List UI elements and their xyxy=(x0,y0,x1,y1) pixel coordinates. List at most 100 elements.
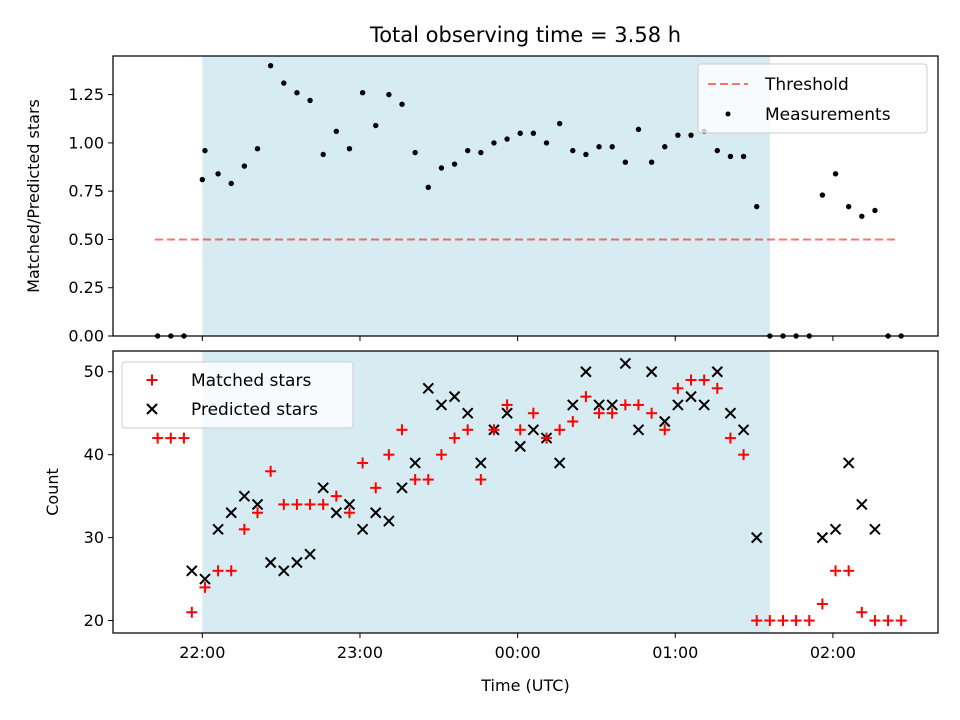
matched-star-point xyxy=(882,615,894,627)
matched-star-point xyxy=(278,498,290,510)
measurement-point xyxy=(241,163,248,169)
measurement-point xyxy=(543,140,550,146)
top-panel-legend: Threshold Measurements xyxy=(697,63,928,134)
predicted-star-point xyxy=(632,424,645,436)
top-y-tick-label: 0.75 xyxy=(68,182,104,201)
predicted-star-point xyxy=(869,523,881,536)
matched-star-point xyxy=(165,432,177,444)
measurement-point xyxy=(832,171,839,177)
measurement-point xyxy=(228,180,234,187)
matched-star-point xyxy=(422,474,434,486)
bottom-panel-frame xyxy=(112,350,939,634)
matched-star-point xyxy=(186,606,198,618)
measurement-point xyxy=(333,128,340,135)
predicted-star-point xyxy=(567,399,579,411)
predicted-star-point xyxy=(238,490,251,502)
matched-star-point xyxy=(554,424,566,436)
measurement-point xyxy=(517,130,523,136)
matched-star-point xyxy=(435,449,447,461)
predicted-star-point xyxy=(461,407,474,419)
matched-star-point xyxy=(659,424,671,436)
predicted-star-point xyxy=(212,523,224,536)
predicted-star-point xyxy=(501,407,513,419)
predicted-star-point xyxy=(343,498,356,511)
predicted-star-point xyxy=(291,556,303,569)
matched-star-point xyxy=(593,407,605,419)
matched-star-point xyxy=(330,490,342,502)
matched-star-point xyxy=(304,498,316,510)
matched-star-point xyxy=(343,507,355,519)
top-panel-frame xyxy=(112,55,939,337)
predicted-star-point xyxy=(737,424,750,436)
top-panel-observing-window xyxy=(202,56,770,336)
predicted-star-point xyxy=(304,548,316,560)
measurement-point xyxy=(872,207,878,214)
predicted-star-point xyxy=(553,457,566,469)
measurement-point xyxy=(859,213,865,219)
measurement-point xyxy=(359,89,366,96)
measurement-point xyxy=(662,144,668,150)
matched-star-point xyxy=(803,615,815,627)
predicted-star-point xyxy=(448,390,461,403)
measurement-point xyxy=(307,97,313,104)
matched-star-point xyxy=(672,382,684,394)
bottom-panel-legend: Matched stars Predicted stars xyxy=(121,361,354,429)
predicted-star-point xyxy=(698,399,710,411)
predicted-star-point xyxy=(251,498,264,511)
predicted-star-point xyxy=(422,382,434,395)
bottom-x-tick-label: 00:00 xyxy=(495,643,541,662)
matched-star-point xyxy=(711,382,723,394)
measurement-point xyxy=(281,80,287,86)
bottom-panel-y-axis-label: Count xyxy=(43,468,62,516)
matched-star-point xyxy=(212,565,224,577)
top-y-tick-label: 0.25 xyxy=(68,278,104,297)
matched-star-point xyxy=(764,615,776,627)
matched-star-point xyxy=(462,424,474,436)
bottom-x-tick-label: 23:00 xyxy=(337,643,383,662)
measurement-point xyxy=(451,161,458,167)
matched-star-point xyxy=(843,565,855,577)
measurement-point xyxy=(530,130,537,136)
matched-star-point xyxy=(869,615,881,627)
matched-star-point xyxy=(567,416,579,427)
matched-star-point xyxy=(790,615,802,627)
predicted-star-point xyxy=(711,366,724,378)
matched-star-point xyxy=(265,465,277,477)
legend-cross-marker xyxy=(146,403,158,415)
top-panel-y-axis-label: Matched/Predicted stars xyxy=(24,99,43,293)
predicted-star-point xyxy=(751,531,763,544)
matched-star-point xyxy=(225,565,237,577)
measurement-point xyxy=(570,147,576,154)
predicted-star-point xyxy=(199,573,211,585)
matched-star-point xyxy=(541,432,553,444)
predicted-star-point xyxy=(645,366,658,378)
matched-star-point xyxy=(816,598,828,610)
predicted-star-point xyxy=(816,531,829,544)
predicted-star-point xyxy=(435,399,448,411)
predicted-star-point xyxy=(685,390,697,403)
bottom-x-tick-label: 01:00 xyxy=(652,643,698,662)
measurement-point xyxy=(675,132,681,138)
predicted-star-point xyxy=(317,482,329,494)
matched-star-point xyxy=(152,432,164,444)
bottom-legend-box xyxy=(121,361,354,429)
measurement-point xyxy=(215,171,221,177)
measurement-point xyxy=(648,159,655,165)
measurement-point xyxy=(714,147,720,154)
matched-star-point xyxy=(698,374,710,386)
measurement-point xyxy=(425,184,431,191)
legend-predicted-label: Predicted stars xyxy=(191,400,318,420)
matched-star-point xyxy=(856,606,868,618)
measurement-point xyxy=(294,89,300,96)
matched-star-point xyxy=(449,432,461,444)
measurement-point xyxy=(267,62,274,69)
matched-star-point xyxy=(724,432,736,444)
predicted-star-point xyxy=(856,498,868,511)
matched-star-point xyxy=(252,507,264,519)
matched-star-point xyxy=(632,399,644,411)
top-y-tick-label: 1.25 xyxy=(68,85,104,104)
top-y-tick-label: 1.00 xyxy=(68,133,104,152)
top-y-tick-label: 0.00 xyxy=(68,327,104,346)
matched-star-point xyxy=(409,474,421,486)
